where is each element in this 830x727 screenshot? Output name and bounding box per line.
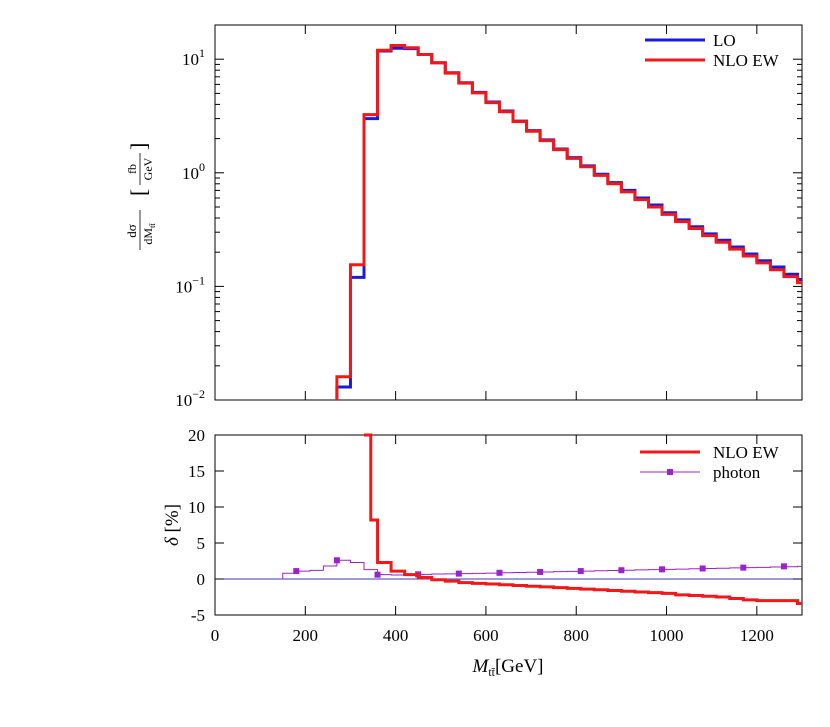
x-tick-label: 1200 [740, 626, 774, 645]
photon-marker [374, 571, 381, 578]
legend-lo-label: LO [713, 31, 736, 50]
x-tick-label: 800 [563, 626, 589, 645]
photon-marker [659, 566, 666, 573]
top-y-tick-label: 10−2 [175, 387, 205, 410]
top-series-group [335, 44, 802, 400]
bottom-y-tick-label: 10 [188, 498, 205, 517]
x-tick-label: 400 [383, 626, 409, 645]
lo-histogram-line [335, 46, 802, 400]
bottom-y-tick-label: -5 [191, 606, 205, 625]
ylabel-fb: fb [125, 164, 139, 174]
bottom-panel: 20 15 10 5 0 -5 0 200 400 600 800 1000 1200 δ [%] M… [162, 426, 803, 679]
bottom-y-tick-label: 0 [197, 570, 206, 589]
x-axis-label: Mtt̄[GeV] [471, 656, 543, 679]
ylabel-bracket-left: [ [126, 189, 151, 196]
bottom-series-group [282, 433, 802, 605]
bottom-plot-frame [214, 434, 803, 616]
top-y-tick-label: 10−1 [175, 273, 205, 296]
legend-photon-marker [667, 469, 673, 475]
bottom-legend: NLO EW photon [640, 443, 780, 482]
ylabel-dm: dMtt̄ [141, 223, 157, 245]
photon-marker [537, 568, 544, 575]
legend-bottom-nlo-label: NLO EW [713, 443, 780, 462]
nlo-ew-histogram-line [335, 44, 802, 400]
top-panel: 101 100 10−1 10−2 dσ dMtt̄ [ fb GeV ] LO NL… [124, 24, 803, 410]
bottom-y-tick-label: 15 [188, 462, 205, 481]
top-y-tick-label: 100 [182, 160, 205, 183]
bottom-y-tick-label: 20 [188, 426, 205, 445]
photon-marker [333, 557, 340, 564]
photon-marker [740, 564, 747, 571]
bottom-x-ticks: 0 200 400 600 800 1000 1200 [211, 435, 774, 645]
ylabel-gev: GeV [141, 157, 155, 180]
photon-marker [780, 563, 787, 570]
nlo-ew-delta-line [364, 433, 802, 605]
bottom-y-tick-label: 5 [197, 534, 206, 553]
ylabel-dsigma: dσ [124, 224, 139, 238]
photon-marker [496, 569, 503, 576]
x-tick-label: 0 [211, 626, 220, 645]
photon-marker [577, 568, 584, 575]
x-tick-label: 600 [473, 626, 499, 645]
bottom-y-axis-label: δ [%] [162, 504, 183, 546]
photon-marker [618, 567, 625, 574]
photon-marker [699, 565, 706, 572]
legend-nlo-label: NLO EW [713, 51, 780, 70]
top-y-ticks: 101 100 10−1 10−2 [175, 24, 802, 410]
bottom-y-ticks: 20 15 10 5 0 -5 [188, 426, 802, 625]
photon-marker [293, 568, 300, 575]
top-plot-frame [214, 24, 803, 401]
ylabel-bracket-right: ] [126, 143, 151, 150]
x-tick-label: 200 [293, 626, 319, 645]
top-y-tick-label: 101 [182, 46, 205, 69]
top-legend: LO NLO EW [645, 31, 780, 70]
top-y-axis-label: dσ dMtt̄ [ fb GeV ] [124, 143, 157, 250]
photon-marker [455, 570, 462, 577]
delta-label: δ [%] [162, 504, 183, 546]
top-x-ticks [214, 25, 758, 400]
x-tick-label: 1000 [650, 626, 684, 645]
legend-photon-label: photon [713, 463, 761, 482]
